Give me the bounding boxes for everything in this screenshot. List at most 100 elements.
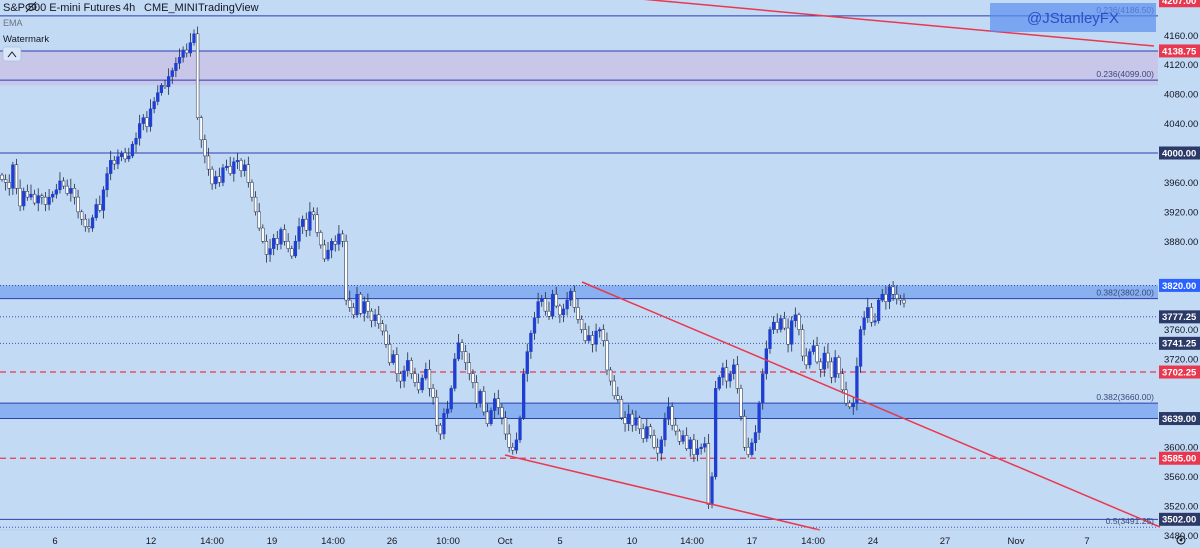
candle[interactable] (634, 410, 638, 432)
candle[interactable] (152, 97, 156, 114)
candle[interactable] (485, 403, 490, 427)
candle[interactable] (54, 183, 58, 199)
candle[interactable] (402, 365, 406, 388)
candle[interactable] (210, 166, 214, 190)
candle[interactable] (40, 193, 44, 205)
candle[interactable] (431, 383, 435, 405)
watermark-indicator-label[interactable]: Watermark (3, 34, 49, 45)
candle[interactable] (811, 339, 816, 355)
candle[interactable] (706, 433, 711, 510)
candle[interactable] (822, 346, 826, 377)
candle[interactable] (326, 242, 330, 262)
candle[interactable] (605, 332, 609, 376)
candle[interactable] (753, 425, 758, 451)
candle[interactable] (315, 207, 319, 237)
candle[interactable] (677, 428, 682, 446)
candle[interactable] (887, 283, 892, 309)
candle[interactable] (540, 294, 544, 307)
candle[interactable] (90, 214, 95, 232)
candle[interactable] (489, 407, 493, 426)
candle[interactable] (833, 350, 837, 383)
candle[interactable] (348, 290, 352, 312)
candle[interactable] (594, 323, 598, 352)
candle[interactable] (101, 186, 106, 219)
candle[interactable] (199, 115, 203, 148)
trendline-top[interactable] (630, 0, 1155, 47)
candle[interactable] (333, 235, 337, 252)
candle[interactable] (442, 408, 446, 440)
candle[interactable] (369, 308, 374, 328)
price-label-1[interactable]: 4138.75 (1159, 44, 1200, 58)
candle[interactable] (214, 170, 218, 190)
candle[interactable] (217, 167, 221, 187)
candle[interactable] (608, 367, 613, 386)
candle[interactable] (884, 286, 888, 310)
candle[interactable] (782, 311, 787, 331)
candle[interactable] (826, 343, 830, 369)
candle[interactable] (351, 303, 356, 319)
zone-2[interactable] (0, 403, 1158, 419)
candle[interactable] (279, 227, 283, 250)
candle[interactable] (866, 297, 870, 323)
candle[interactable] (112, 155, 116, 170)
candle[interactable] (80, 209, 84, 226)
candle[interactable] (692, 433, 696, 462)
candle[interactable] (195, 26, 200, 120)
candle[interactable] (471, 369, 475, 389)
candle[interactable] (619, 395, 624, 421)
candle[interactable] (138, 114, 142, 146)
candle[interactable] (366, 293, 370, 319)
candle[interactable] (543, 292, 548, 316)
price-label-6[interactable]: 3702.25 (1159, 365, 1200, 379)
candle[interactable] (732, 358, 736, 380)
candle[interactable] (453, 353, 457, 392)
candle[interactable] (25, 184, 30, 201)
candle[interactable] (406, 352, 410, 377)
candle[interactable] (876, 297, 881, 324)
candle[interactable] (699, 443, 703, 455)
candle[interactable] (815, 336, 819, 365)
candle[interactable] (239, 158, 243, 178)
candle[interactable] (36, 188, 40, 212)
candle[interactable] (177, 48, 182, 70)
candle[interactable] (159, 83, 164, 96)
candle[interactable] (224, 159, 229, 171)
candle[interactable] (304, 212, 308, 237)
candle[interactable] (507, 424, 511, 453)
candle[interactable] (467, 353, 471, 381)
time-axis[interactable]: 6 12 14:00 19 14:00 26 10:00 Oct 5 10 14:00 17 14:00… (52, 536, 1089, 547)
candle[interactable] (235, 152, 240, 170)
candle[interactable] (228, 156, 232, 176)
candle[interactable] (587, 325, 591, 343)
candle[interactable] (29, 184, 33, 201)
candle[interactable] (435, 389, 439, 432)
candle[interactable] (637, 415, 642, 434)
candle[interactable] (445, 400, 450, 418)
candle[interactable] (521, 368, 526, 421)
candle[interactable] (409, 357, 413, 379)
candle[interactable] (652, 429, 656, 450)
candle[interactable] (703, 436, 707, 453)
candle[interactable] (855, 357, 859, 411)
candle[interactable] (398, 371, 403, 389)
price-label-2[interactable]: 4000.00 (1159, 146, 1200, 160)
candle[interactable] (456, 333, 461, 362)
candle[interactable] (293, 235, 298, 259)
candle[interactable] (416, 373, 421, 394)
candle[interactable] (478, 389, 482, 408)
candle[interactable] (7, 174, 11, 196)
price-label-3[interactable]: 3820.00 (1159, 278, 1200, 292)
candle[interactable] (898, 294, 903, 306)
collapse-button[interactable] (2, 46, 22, 62)
candle[interactable] (58, 172, 62, 194)
candle[interactable] (61, 177, 66, 190)
candle[interactable] (413, 367, 417, 387)
candle[interactable] (105, 166, 109, 198)
candle[interactable] (130, 141, 135, 159)
candle[interactable] (98, 195, 102, 213)
candle[interactable] (163, 80, 167, 90)
price-label-8[interactable]: 3585.00 (1159, 451, 1200, 465)
candle[interactable] (493, 392, 497, 419)
candle[interactable] (206, 147, 211, 176)
candle[interactable] (518, 415, 522, 443)
